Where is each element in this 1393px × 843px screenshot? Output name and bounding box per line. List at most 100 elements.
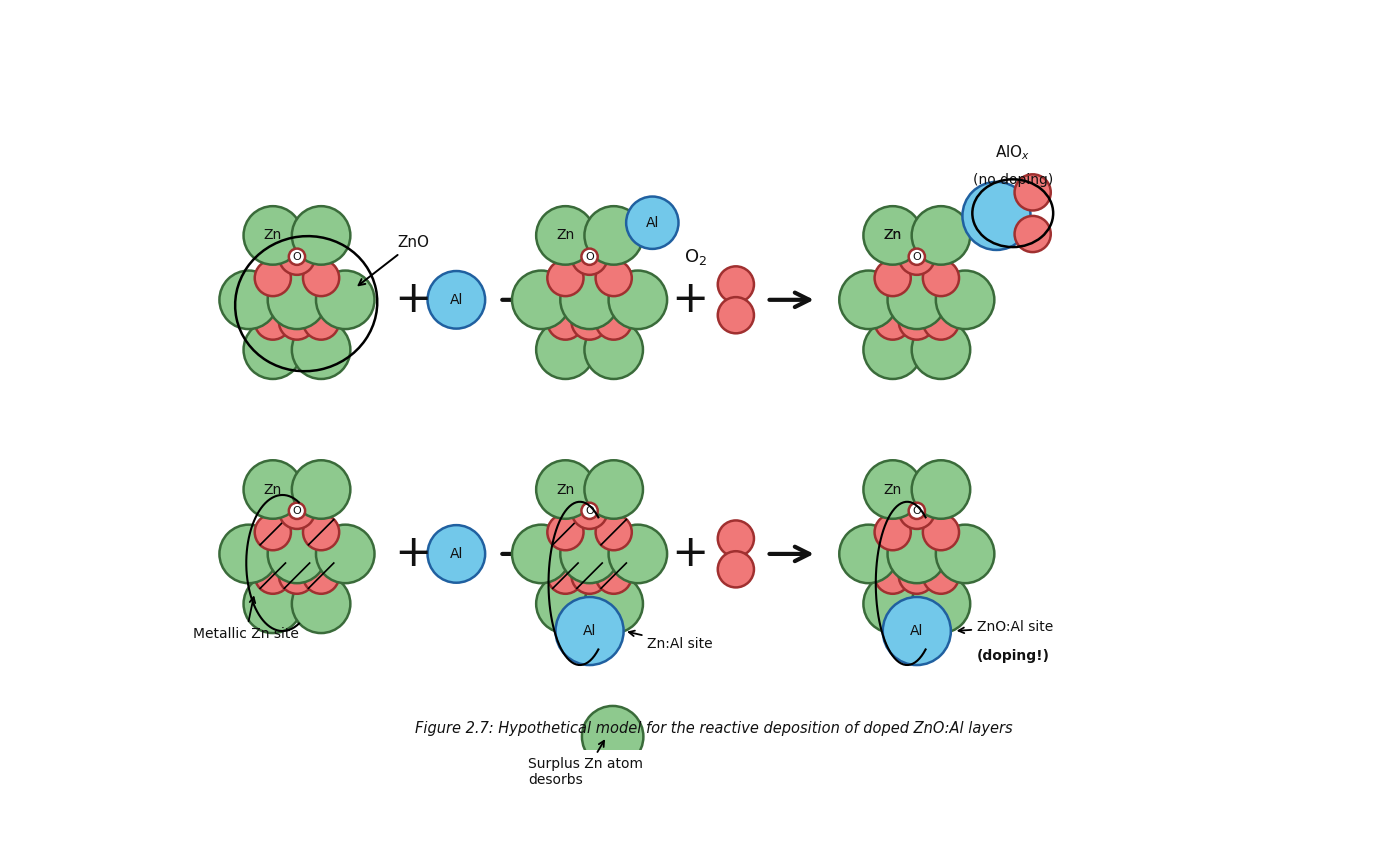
- Circle shape: [585, 320, 644, 379]
- Text: +: +: [394, 533, 432, 576]
- Circle shape: [288, 502, 305, 519]
- Circle shape: [922, 303, 958, 340]
- Circle shape: [220, 271, 279, 329]
- Circle shape: [936, 271, 995, 329]
- Text: Zn: Zn: [556, 228, 574, 243]
- Text: +: +: [671, 533, 709, 576]
- Circle shape: [922, 557, 958, 593]
- Circle shape: [571, 557, 607, 593]
- Circle shape: [609, 271, 667, 329]
- Circle shape: [513, 271, 571, 329]
- Text: Al: Al: [450, 547, 462, 561]
- Circle shape: [244, 460, 302, 518]
- Circle shape: [547, 514, 584, 550]
- Circle shape: [536, 575, 595, 633]
- Circle shape: [304, 514, 338, 550]
- Circle shape: [536, 460, 595, 518]
- Circle shape: [556, 597, 624, 665]
- Circle shape: [864, 460, 922, 518]
- Circle shape: [428, 525, 485, 583]
- Circle shape: [304, 260, 338, 296]
- Circle shape: [513, 524, 571, 583]
- Circle shape: [908, 249, 925, 265]
- Circle shape: [717, 266, 754, 303]
- Circle shape: [875, 514, 911, 550]
- Circle shape: [625, 196, 678, 249]
- Text: ZnO:Al site: ZnO:Al site: [958, 620, 1053, 634]
- Text: Metallic Zn site: Metallic Zn site: [194, 597, 299, 641]
- Text: +: +: [394, 278, 432, 321]
- Circle shape: [911, 320, 970, 379]
- Circle shape: [875, 260, 911, 296]
- Text: O$_2$: O$_2$: [684, 248, 708, 267]
- Circle shape: [581, 249, 598, 265]
- Text: Surplus Zn atom
desorbs: Surplus Zn atom desorbs: [528, 741, 644, 787]
- Circle shape: [547, 303, 584, 340]
- Circle shape: [571, 303, 607, 340]
- Circle shape: [717, 297, 754, 333]
- Text: Al: Al: [450, 293, 462, 307]
- Circle shape: [596, 514, 632, 550]
- Circle shape: [585, 575, 644, 633]
- Circle shape: [571, 493, 607, 529]
- Circle shape: [839, 524, 898, 583]
- Circle shape: [293, 320, 351, 379]
- Circle shape: [293, 207, 351, 265]
- Circle shape: [864, 320, 922, 379]
- Circle shape: [304, 557, 338, 593]
- Circle shape: [1014, 175, 1050, 211]
- Circle shape: [911, 207, 970, 265]
- Circle shape: [875, 557, 911, 593]
- Text: Zn: Zn: [883, 482, 901, 497]
- Circle shape: [875, 303, 911, 340]
- Circle shape: [428, 271, 485, 329]
- Text: O: O: [293, 506, 301, 516]
- Circle shape: [279, 239, 315, 275]
- Text: (doping!): (doping!): [976, 648, 1050, 663]
- Circle shape: [908, 502, 925, 519]
- Circle shape: [609, 524, 667, 583]
- Circle shape: [911, 575, 970, 633]
- Circle shape: [536, 320, 595, 379]
- Circle shape: [255, 303, 291, 340]
- Text: Al: Al: [910, 624, 924, 638]
- Circle shape: [255, 260, 291, 296]
- Circle shape: [560, 524, 618, 583]
- Circle shape: [304, 303, 338, 340]
- Circle shape: [864, 207, 922, 265]
- Text: ZnO: ZnO: [358, 235, 429, 285]
- Text: O: O: [912, 506, 921, 516]
- Circle shape: [1014, 216, 1050, 252]
- Circle shape: [582, 706, 644, 767]
- Text: O: O: [585, 252, 593, 261]
- Circle shape: [887, 524, 946, 583]
- Circle shape: [293, 575, 351, 633]
- Text: Zn:Al site: Zn:Al site: [628, 631, 713, 651]
- Circle shape: [887, 271, 946, 329]
- Circle shape: [244, 575, 302, 633]
- Circle shape: [279, 303, 315, 340]
- Text: Zn: Zn: [263, 228, 281, 243]
- Circle shape: [898, 303, 935, 340]
- Circle shape: [839, 271, 898, 329]
- Circle shape: [922, 514, 958, 550]
- Text: (no doping): (no doping): [972, 173, 1053, 187]
- Circle shape: [288, 249, 305, 265]
- Text: Al: Al: [645, 216, 659, 230]
- Circle shape: [963, 182, 1031, 250]
- Text: Zn: Zn: [263, 482, 281, 497]
- Circle shape: [536, 207, 595, 265]
- Circle shape: [717, 520, 754, 556]
- Circle shape: [547, 260, 584, 296]
- Circle shape: [898, 493, 935, 529]
- Text: O: O: [585, 506, 593, 516]
- Circle shape: [316, 524, 375, 583]
- Circle shape: [244, 207, 302, 265]
- Text: Zn: Zn: [883, 228, 901, 243]
- Text: O: O: [293, 252, 301, 261]
- Circle shape: [898, 557, 935, 593]
- Circle shape: [864, 575, 922, 633]
- Circle shape: [279, 557, 315, 593]
- Circle shape: [255, 557, 291, 593]
- Circle shape: [267, 271, 326, 329]
